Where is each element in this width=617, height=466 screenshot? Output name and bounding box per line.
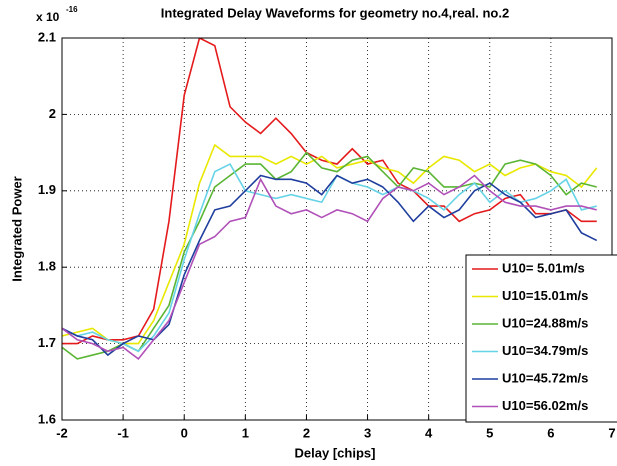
x-tick-label: 0	[181, 425, 188, 440]
legend-label: U10=56.02m/s	[502, 398, 588, 413]
x-tick-label: 6	[547, 425, 554, 440]
plot-lines	[62, 38, 598, 360]
legend-label: U10= 5.01m/s	[502, 260, 585, 275]
chart-title: Integrated Delay Waveforms for geometry …	[161, 5, 509, 20]
x-tick-label: 3	[364, 425, 371, 440]
legend-label: U10=34.79m/s	[502, 343, 588, 358]
y-tick-label: 2	[49, 106, 56, 121]
y-tick-label: 1.9	[38, 182, 56, 197]
x-tick-label: 2	[303, 425, 310, 440]
legend-label: U10=24.88m/s	[502, 315, 588, 330]
y-tick-label: 1.7	[38, 335, 56, 350]
x-tick-label: 5	[486, 425, 493, 440]
series-line	[62, 174, 597, 360]
y-multiplier: x 10	[36, 10, 60, 24]
x-tick-label: -2	[56, 425, 68, 440]
x-tick-label: 1	[242, 425, 249, 440]
legend-label: U10=45.72m/s	[502, 370, 588, 385]
x-tick-label: 7	[608, 425, 615, 440]
y-axis-label: Integrated Power	[9, 176, 24, 281]
y-tick-label: 1.6	[38, 411, 56, 426]
series-line	[62, 151, 597, 360]
axes-box	[61, 37, 613, 421]
y-tick-label: 2.1	[38, 29, 56, 44]
x-tick-label: 4	[425, 425, 433, 440]
y-multiplier-exponent: -16	[66, 5, 78, 14]
series-line	[62, 143, 598, 345]
x-tick-label: -1	[117, 425, 129, 440]
legend-label: U10=15.01m/s	[502, 288, 588, 303]
x-axis-label: Delay [chips]	[295, 445, 376, 460]
y-tick-label: 1.8	[38, 259, 56, 274]
series-line	[62, 174, 598, 357]
legend-box	[465, 254, 617, 423]
